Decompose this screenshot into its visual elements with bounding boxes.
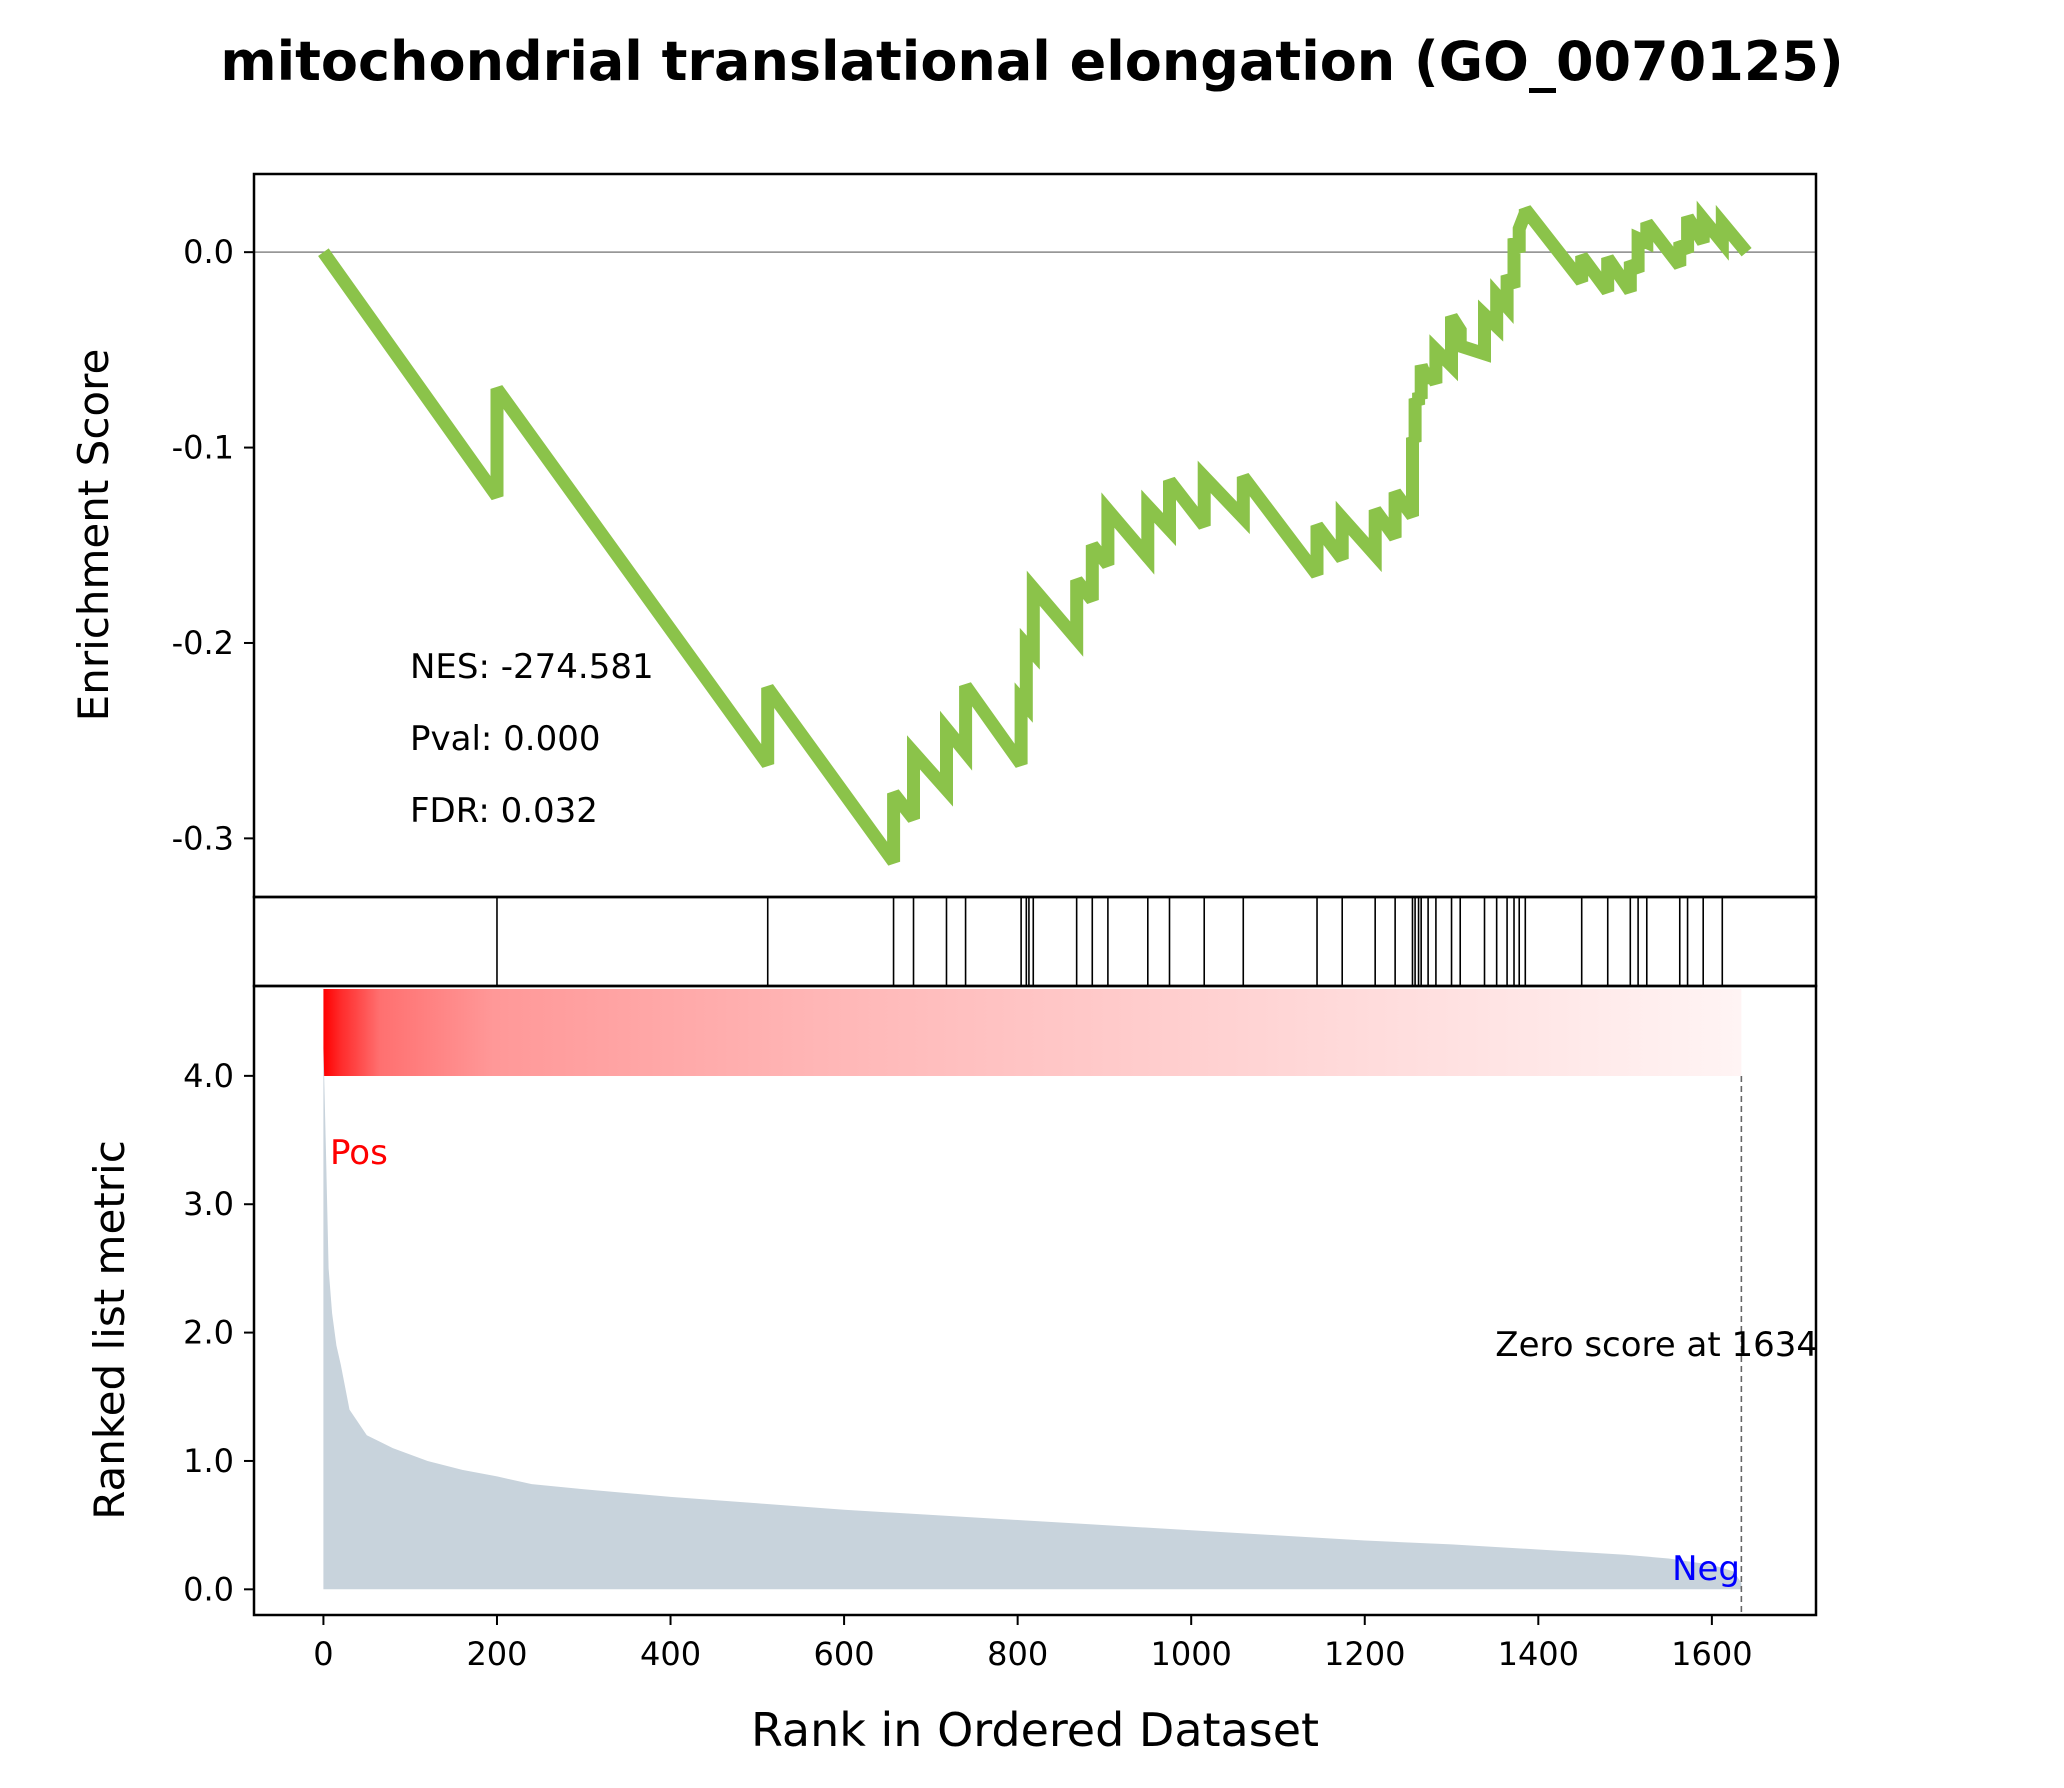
xtick-label: 1400 <box>1498 1635 1579 1673</box>
metric-panel-frame <box>252 984 1818 1617</box>
xtick-label: 0 <box>313 1635 333 1673</box>
xtick-label: 1200 <box>1324 1635 1405 1673</box>
metric-ytick-label: 4.0 <box>183 1057 234 1095</box>
metric-ytick-label: 3.0 <box>183 1185 234 1223</box>
xtick-label: 800 <box>987 1635 1048 1673</box>
ranked-metric-panel: 0.0 1.0 2.0 3.0 4.0 0 200 400 600 800 1000 1200 140… <box>85 984 1818 1673</box>
rank-gradient-bar <box>323 989 1742 1076</box>
pos-label: Pos <box>330 1133 388 1173</box>
chart-title: mitochondrial translational elongation (… <box>220 30 1843 93</box>
xtick-label: 200 <box>466 1635 527 1673</box>
stat-fdr: FDR: 0.032 <box>410 791 598 831</box>
es-ytick-label: 0.0 <box>183 233 234 271</box>
es-ytick-label: -0.2 <box>172 624 234 662</box>
x-axis-label: Rank in Ordered Dataset <box>751 1703 1319 1757</box>
metric-ytick-label: 0.0 <box>183 1570 234 1608</box>
metric-ytick-label: 2.0 <box>183 1314 234 1352</box>
enrichment-score-line <box>318 200 1752 866</box>
stat-nes: NES: -274.581 <box>410 647 654 687</box>
stat-pval: Pval: 0.000 <box>410 719 601 759</box>
xtick-label: 1000 <box>1150 1635 1231 1673</box>
ranked-metric-area <box>323 1043 1742 1590</box>
neg-label: Neg <box>1672 1549 1740 1589</box>
es-ytick-label: -0.3 <box>172 819 234 857</box>
enrichment-score-panel: 0.0 -0.1 -0.2 -0.3 Enrichment Score NES: -2… <box>69 172 1818 899</box>
gene-hits-panel <box>252 895 1818 988</box>
metric-y-axis-label: Ranked list metric <box>85 1140 134 1520</box>
xtick-label: 600 <box>814 1635 875 1673</box>
es-ytick-label: -0.1 <box>172 429 234 467</box>
es-y-axis-label: Enrichment Score <box>69 349 118 722</box>
zero-score-label: Zero score at 1634 <box>1495 1325 1818 1365</box>
metric-ytick-label: 1.0 <box>183 1442 234 1480</box>
xtick-label: 400 <box>640 1635 701 1673</box>
xtick-label: 1600 <box>1671 1635 1752 1673</box>
